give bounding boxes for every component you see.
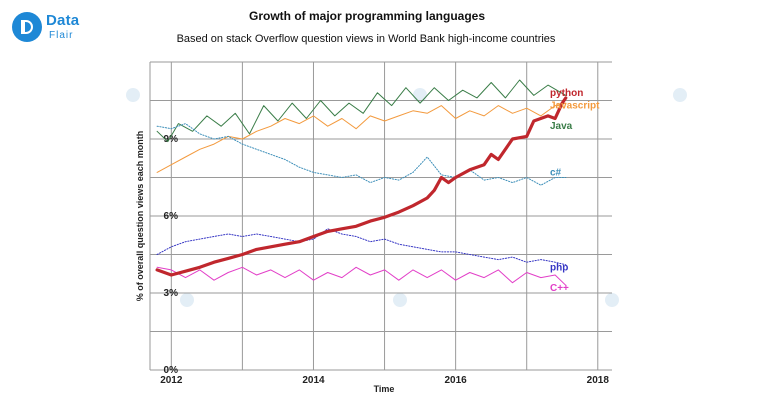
watermark-logo-3 bbox=[180, 293, 194, 307]
chart-subtitle: Based on stack Overflow question views i… bbox=[177, 33, 556, 45]
watermarks bbox=[126, 88, 687, 307]
series-label-csharp: c# bbox=[550, 167, 562, 178]
y-axis-label: % of overall question views each month bbox=[135, 131, 145, 302]
y-tick-label: 3% bbox=[164, 288, 179, 299]
series-label-cpp: C++ bbox=[550, 283, 569, 294]
x-tick-label: 2018 bbox=[587, 375, 610, 386]
series-line-javascript bbox=[156, 102, 567, 173]
y-tick-label: 0% bbox=[164, 365, 179, 376]
x-tick-label: 2014 bbox=[302, 375, 325, 386]
series-line-csharp bbox=[156, 123, 567, 186]
logo-sub: Flair bbox=[49, 30, 74, 41]
y-tick-label: 6% bbox=[164, 211, 179, 222]
x-tick-label: 2012 bbox=[160, 375, 183, 386]
watermark-logo-4 bbox=[393, 293, 407, 307]
series-lines bbox=[155, 79, 568, 286]
watermark-logo-0 bbox=[126, 88, 140, 102]
series-label-python: python bbox=[550, 88, 583, 99]
watermark-logo-2 bbox=[673, 88, 687, 102]
logo-name: Data bbox=[46, 12, 80, 29]
x-tick-label: 2016 bbox=[445, 375, 468, 386]
watermark-logo-1 bbox=[413, 88, 427, 102]
grid bbox=[149, 61, 612, 371]
series-line-cpp bbox=[156, 266, 567, 286]
x-ticks: 2012 2014 2016 2018 bbox=[160, 375, 609, 386]
dataflair-logo-icon bbox=[12, 12, 42, 42]
series-label-javascript: Javascript bbox=[550, 101, 600, 112]
y-tick-label: 9% bbox=[164, 134, 179, 145]
series-line-java bbox=[156, 79, 567, 143]
watermark-logo-5 bbox=[605, 293, 619, 307]
series-line-php bbox=[156, 228, 567, 266]
series-label-php: php bbox=[550, 262, 568, 273]
series-labels: python Javascript Java c# php C++ bbox=[550, 88, 600, 294]
dataflair-logo: Data Flair bbox=[12, 10, 92, 46]
chart-title: Growth of major programming languages bbox=[249, 9, 485, 23]
y-ticks: 0% 3% 6% 9% bbox=[164, 134, 179, 376]
series-label-java: Java bbox=[550, 121, 573, 132]
x-axis-label: Time bbox=[374, 384, 395, 394]
series-line-python bbox=[155, 96, 568, 277]
